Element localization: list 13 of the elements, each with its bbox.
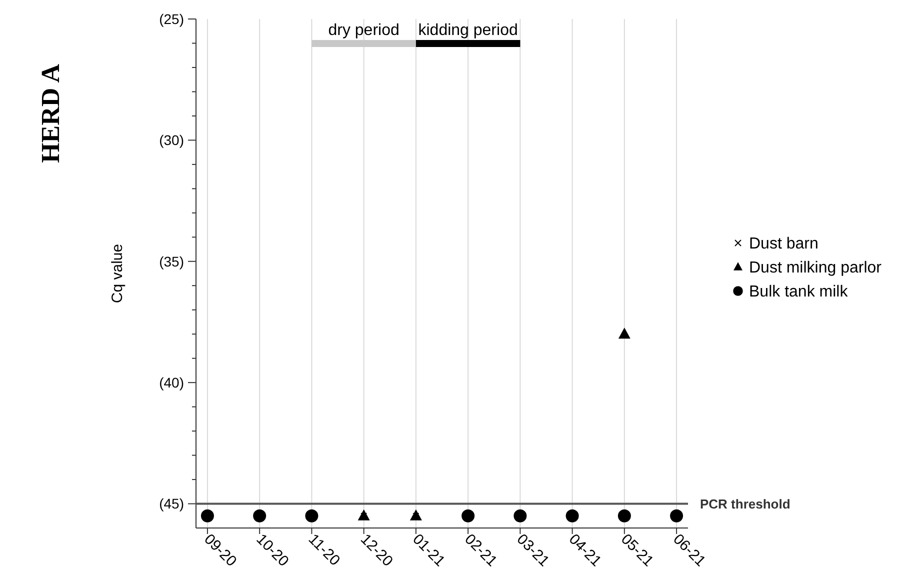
annotation: dry period xyxy=(328,22,400,39)
y-tick-label: (30) xyxy=(159,132,184,148)
y-axis-title: Cq value xyxy=(109,244,126,304)
y-tick-label: (45) xyxy=(159,496,184,512)
y-tick-label: (35) xyxy=(159,253,184,270)
text: HERD A xyxy=(36,64,66,163)
y-tick-label: (40) xyxy=(159,374,184,390)
annotation: kidding period xyxy=(418,22,518,39)
legend-label: Dust milking parlor xyxy=(749,260,882,277)
legend-label: Dust barn xyxy=(749,236,818,253)
legend-label: Bulk tank milk xyxy=(749,284,849,301)
y-tick-label: (25) xyxy=(159,10,184,27)
ref-line-label: PCR threshold xyxy=(700,496,790,512)
